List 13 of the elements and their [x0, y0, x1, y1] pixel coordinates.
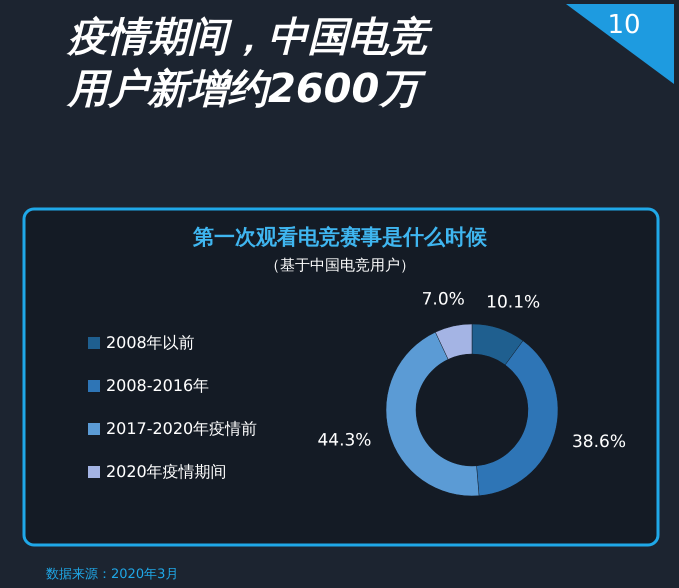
data-label: 38.6%	[572, 432, 626, 452]
data-label: 44.3%	[317, 430, 372, 450]
data-label: 10.1%	[486, 292, 540, 313]
chart-title: 疫情期间，中国电竞用户新增约2600万	[66, 14, 433, 112]
text: 10	[607, 10, 641, 40]
legend-label: 2017-2020年疫情前	[106, 419, 258, 438]
source-note: 数据来源：2020年3月	[46, 567, 178, 582]
legend-label: 2008-2016年	[106, 376, 210, 395]
chart-subtitle: 第一次观看电竞赛事是什么时候	[192, 225, 488, 249]
text: （基于中国电竞用户）	[265, 256, 415, 274]
data-label: 7.0%	[422, 290, 465, 310]
legend-label: 2008年以前	[106, 333, 195, 352]
legend-label: 2020年疫情期间	[106, 462, 227, 481]
